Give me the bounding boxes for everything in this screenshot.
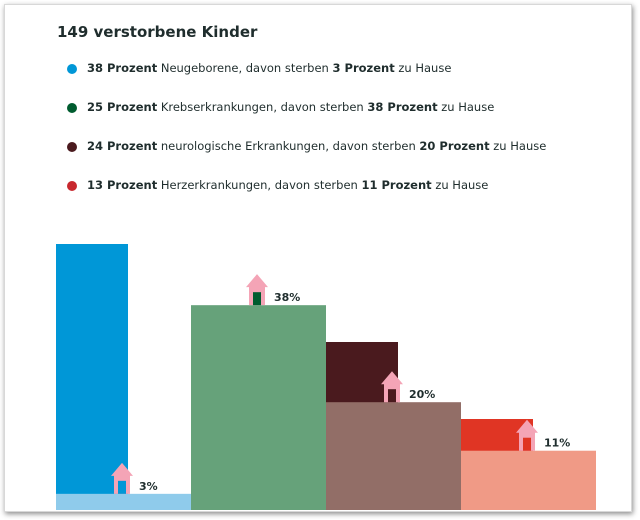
legend-mid: , davon sterben xyxy=(267,178,362,192)
home-bar xyxy=(326,402,461,510)
legend-item: 24 Prozent neurologische Erkrankungen, d… xyxy=(67,139,546,178)
legend-category: Krebserkrankungen xyxy=(160,100,274,114)
house-icon xyxy=(246,274,268,306)
bar-value-label: 11% xyxy=(544,437,570,450)
legend-mid: , davon sterben xyxy=(325,139,420,153)
legend-pct: 38 Prozent xyxy=(87,61,158,75)
legend-pct: 25 Prozent xyxy=(87,100,158,114)
legend-suffix: zu Hause xyxy=(394,61,452,75)
legend-home-pct: 38 Prozent xyxy=(367,100,438,114)
legend-home-pct: 20 Prozent xyxy=(419,139,490,153)
house-icon xyxy=(111,462,133,494)
legend-pct: 13 Prozent xyxy=(87,178,158,192)
chart-card: 149 verstorbene Kinder 38 Prozent Neugeb… xyxy=(4,4,632,512)
legend-category: Neugeborene xyxy=(160,61,239,75)
legend-dot xyxy=(67,64,77,74)
legend-dot xyxy=(67,103,77,113)
legend-home-pct: 11 Prozent xyxy=(361,178,432,192)
legend-item: 13 Prozent Herzerkrankungen, davon sterb… xyxy=(67,178,546,217)
legend-item: 25 Prozent Krebserkrankungen, davon ster… xyxy=(67,100,546,139)
bar-value-label: 3% xyxy=(139,480,158,493)
chart-legend: 38 Prozent Neugeborene, davon sterben 3 … xyxy=(67,61,546,217)
legend-category: Herzerkrankungen xyxy=(160,178,268,192)
bar-value-label: 20% xyxy=(409,388,435,401)
chart-title: 149 verstorbene Kinder xyxy=(57,23,258,41)
legend-suffix: zu Hause xyxy=(431,178,489,192)
legend-pct: 24 Prozent xyxy=(87,139,158,153)
house-icon xyxy=(516,419,538,451)
legend-category: neurologische Erkrankungen xyxy=(160,139,326,153)
home-bar xyxy=(56,493,191,510)
bar-value-label: 38% xyxy=(274,291,300,304)
house-icon xyxy=(381,371,403,403)
legend-mid: , davon sterben xyxy=(273,100,368,114)
home-bar xyxy=(461,450,596,510)
legend-dot xyxy=(67,142,77,152)
legend-suffix: zu Hause xyxy=(489,139,547,153)
legend-item: 38 Prozent Neugeborene, davon sterben 3 … xyxy=(67,61,546,100)
legend-dot xyxy=(67,181,77,191)
share-bar xyxy=(56,244,128,510)
legend-suffix: zu Hause xyxy=(437,100,495,114)
legend-home-pct: 3 Prozent xyxy=(332,61,395,75)
bar-chart: 3% 38% 20% 11% xyxy=(56,244,596,510)
legend-mid: , davon sterben xyxy=(238,61,333,75)
home-bar xyxy=(191,305,326,510)
